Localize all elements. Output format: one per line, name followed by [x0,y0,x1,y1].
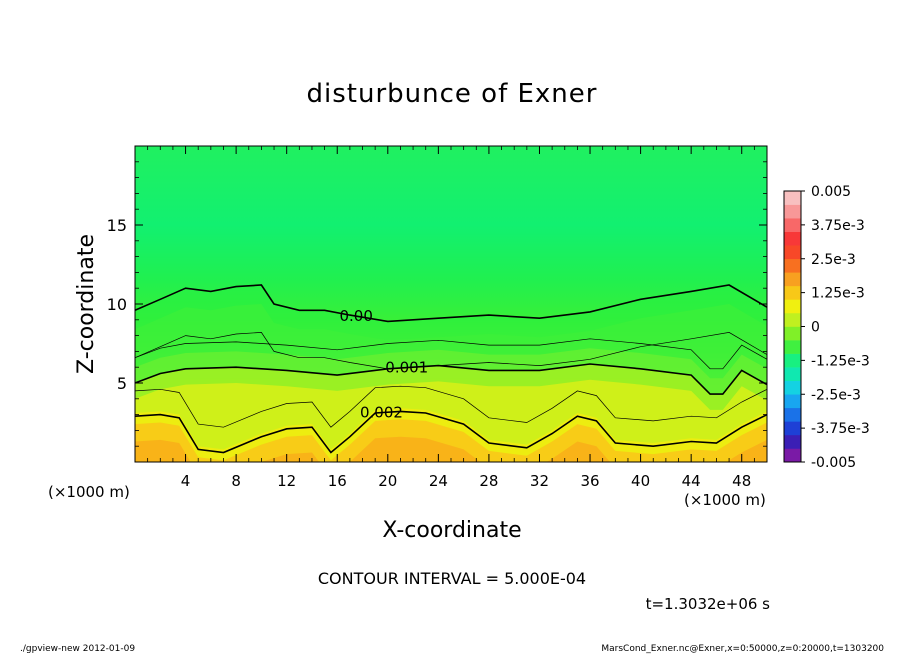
colorbar-swatch [784,191,801,205]
colorbar-swatch [784,367,801,381]
contour-line-thin-0 [135,332,767,370]
colorbar-label: 1.25e-3 [811,286,865,302]
colorbar-label: -0.005 [811,455,856,471]
colorbar-label: 2.5e-3 [811,252,856,268]
contour-label: 0.001 [385,359,428,377]
colorbar-label: 0.005 [811,184,851,200]
time-text: t=1.3032e+06 s [646,595,771,613]
colorbar-swatch [784,340,801,354]
footer-right: MarsCond_Exner.nc@Exner,x=0:50000,z=0:20… [601,644,884,654]
x-tick-label: 44 [682,472,701,490]
contour-lines [135,284,767,454]
y-tick-label: 10 [107,295,127,314]
colorbar-swatch [784,258,801,273]
x-tick-label: 24 [429,472,448,490]
colorbar-swatch [784,434,801,449]
y-axis-label: Z-coordinate [74,234,99,374]
x-tick-label: 48 [732,472,751,490]
colorbar-swatch [784,204,801,219]
colorbar-swatch [784,272,801,287]
colorbar-swatch [784,299,801,314]
x-axis: 4 8 12 16 20 24 28 32 36 40 44 48 [147,146,755,490]
colorbar-swatch [784,407,801,422]
colorbar-labels: 0.005 3.75e-3 2.5e-3 1.25e-3 0 -1.25e-3 -2.5e-… [801,184,870,471]
x-tick-label: 32 [530,472,549,490]
colorbar-label: -1.25e-3 [811,353,870,369]
x-tick-label: 16 [328,472,347,490]
colorbar-swatch [784,394,801,409]
x-tick-label: 8 [231,472,241,490]
colorbar [783,190,802,463]
colorbar-swatch [784,380,801,395]
y-tick-label: 5 [117,374,127,393]
x-tick-label: 4 [181,472,191,490]
x-tick-label: 36 [580,472,599,490]
contour-line-0 [135,284,767,323]
colorbar-swatch [784,218,801,232]
colorbar-swatch [784,312,801,327]
x-axis-label: X-coordinate [382,518,521,543]
contour-interval-text: CONTOUR INTERVAL = 5.000E-04 [318,569,586,588]
colorbar-swatch [784,353,801,368]
colorbar-label: 0 [811,320,820,336]
footer-left: ./gpview-new 2012-01-09 [20,644,135,654]
x-tick-label: 28 [479,472,498,490]
colorbar-swatch [784,231,801,246]
contour-line-thin-2 [135,385,767,428]
x-tick-label: 20 [378,472,397,490]
colorbar-swatch [784,326,801,341]
x-unit-label: (×1000 m) [48,483,130,501]
colorbar-swatch [784,285,801,300]
x-tick-label: 12 [277,472,296,490]
z-unit-label: (×1000 m) [684,491,766,509]
colorbar-swatch [784,245,801,260]
colorbar-label: -3.75e-3 [811,421,870,437]
colorbar-label: -2.5e-3 [811,387,861,403]
colorbar-swatch [784,448,801,463]
contour-label: 0.002 [360,404,403,422]
chart-title: disturbunce of Exner [307,79,598,109]
colorbar-swatch [784,421,801,436]
colorbar-label: 3.75e-3 [811,218,865,234]
contour-label: 0.00 [339,307,372,325]
filled-bands [135,285,767,462]
band-0025 [135,419,767,462]
y-axis: 5 10 15 [107,161,767,447]
x-tick-label: 40 [631,472,650,490]
contour-line-2 [135,410,767,454]
contour-line-thin-1 [135,338,767,370]
y-tick-label: 15 [107,216,127,235]
contour-line-1 [135,363,767,395]
plot-area [135,146,767,462]
band-003 [135,436,767,462]
